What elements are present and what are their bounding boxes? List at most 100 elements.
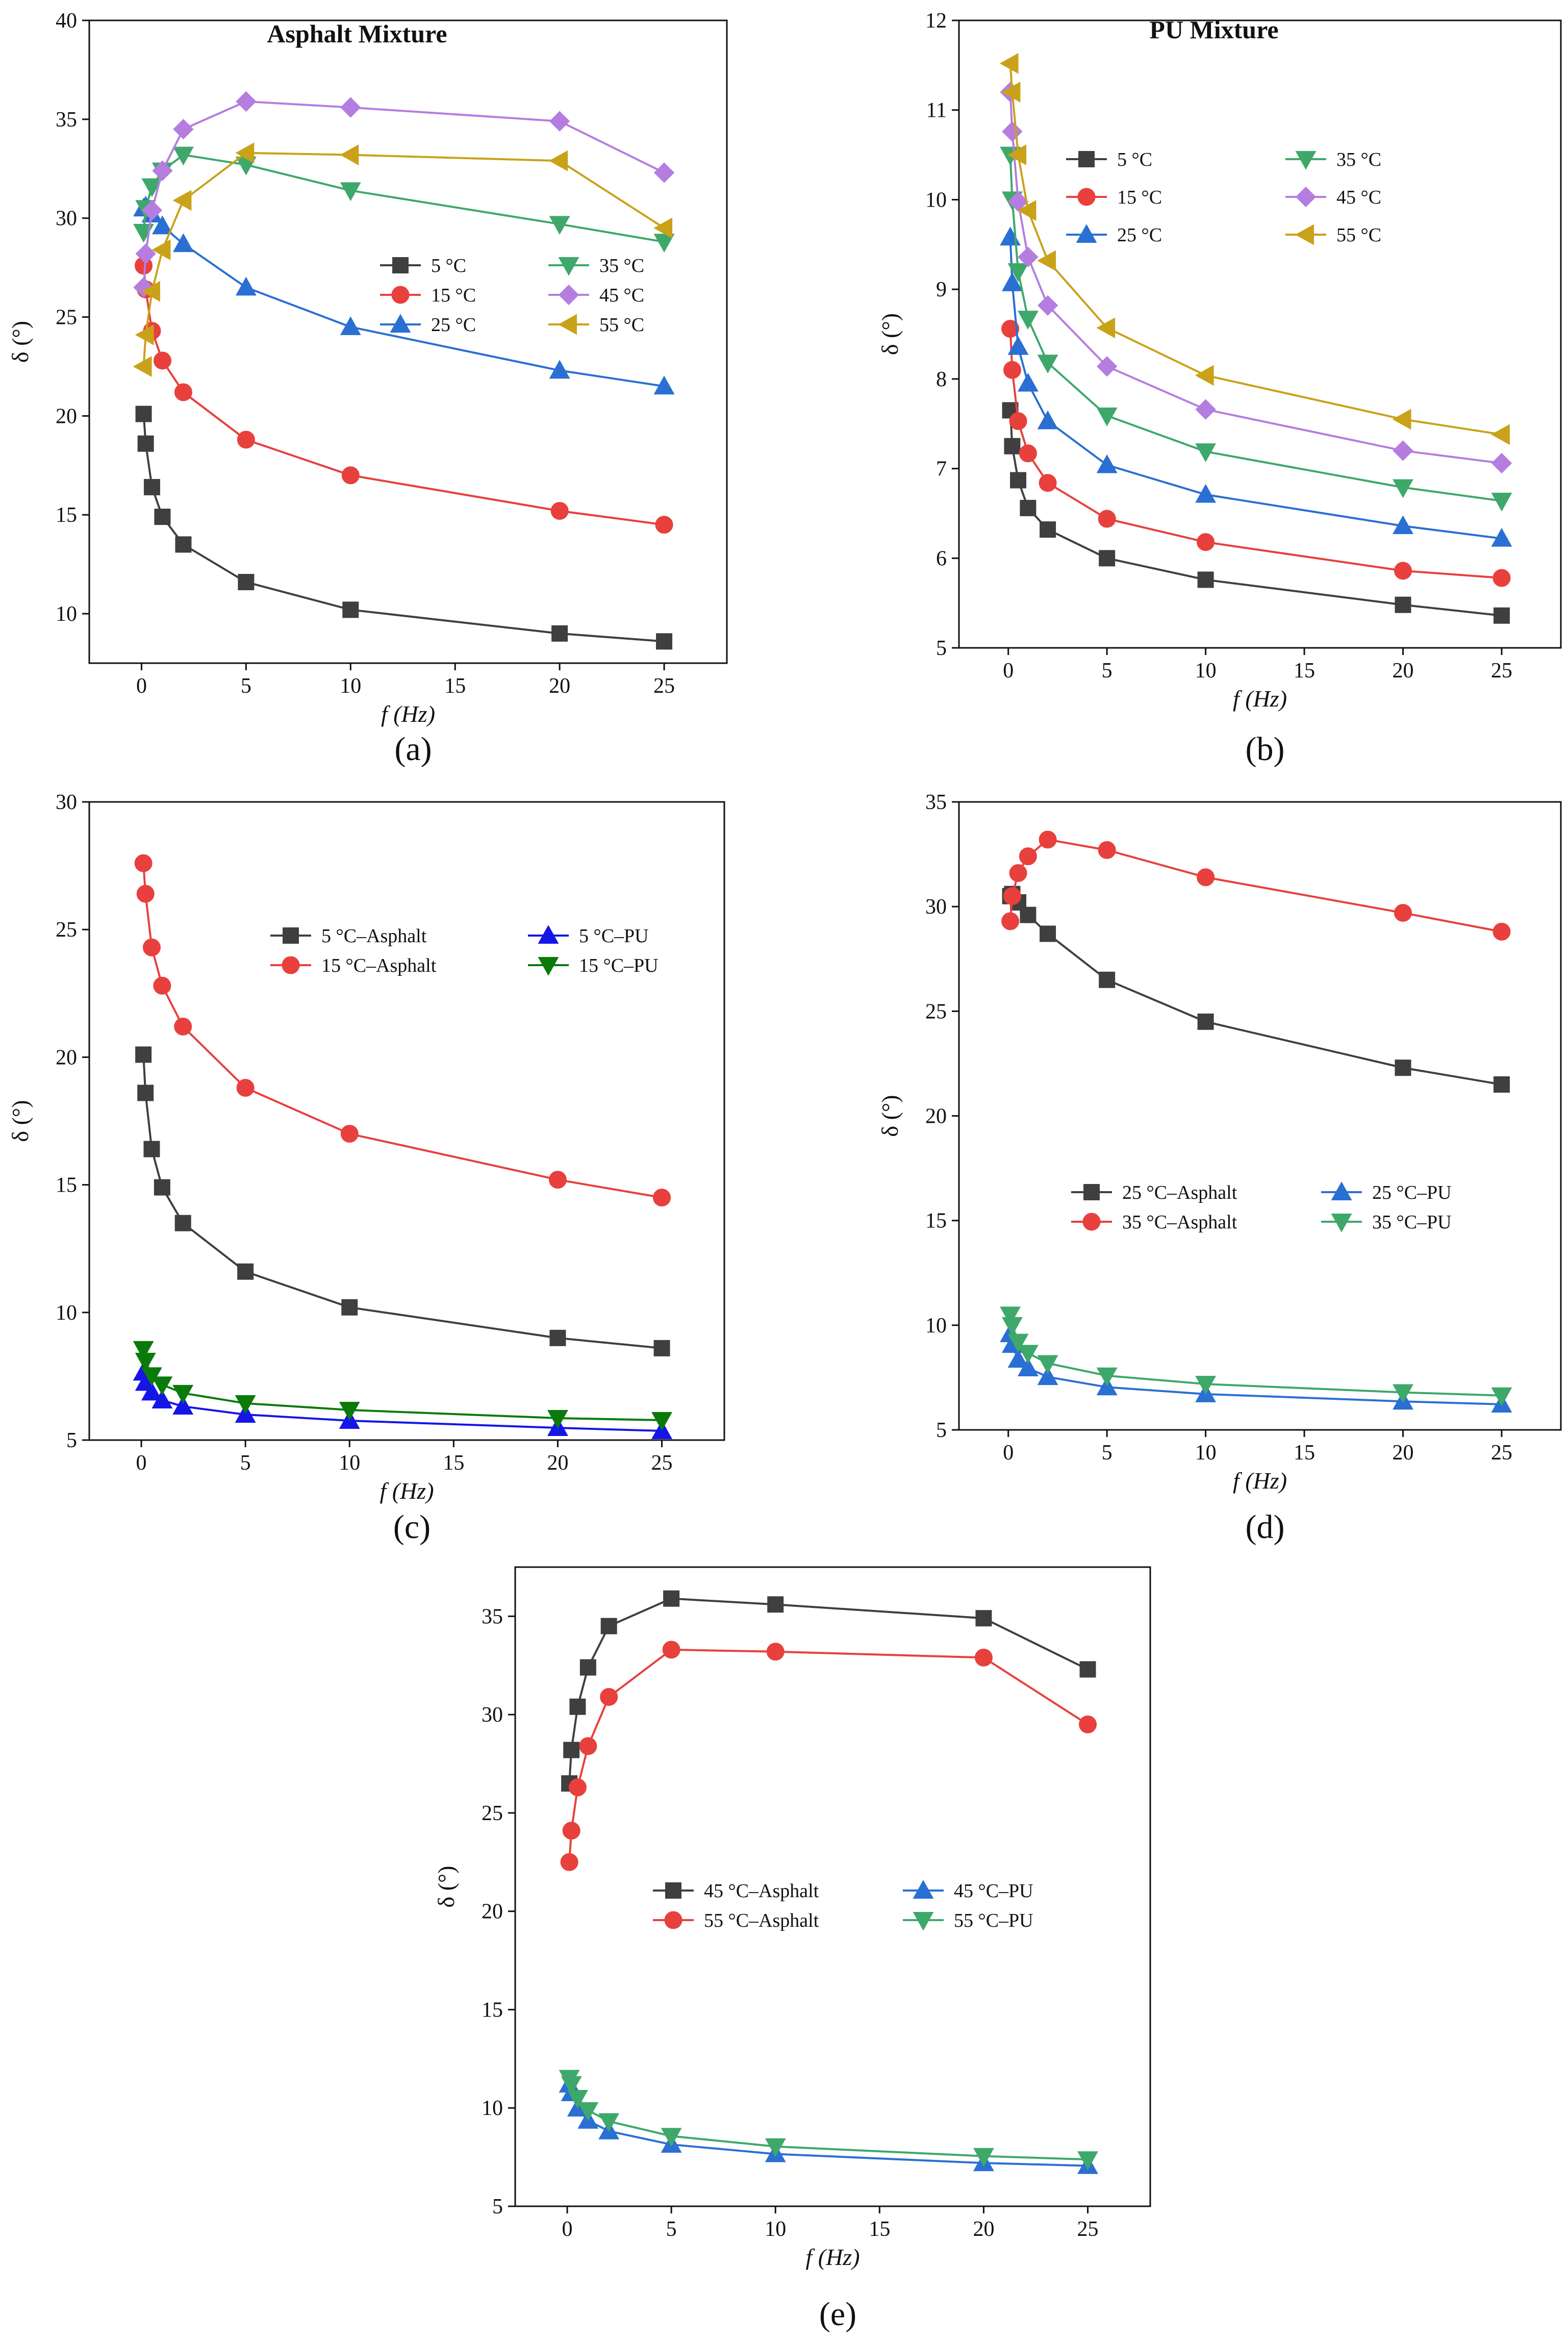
- series-35-c-pu: [1000, 1306, 1512, 1406]
- panel-caption: (b): [1246, 730, 1285, 768]
- y-tick-label: 5: [492, 2195, 503, 2219]
- x-tick-label: 5: [1102, 659, 1112, 683]
- data-point: [1096, 356, 1118, 377]
- data-point: [549, 150, 568, 171]
- data-point: [1393, 1384, 1413, 1403]
- data-point: [1020, 499, 1036, 516]
- series-line: [1009, 92, 1502, 465]
- chart-panel-a: 0 5 10 15 20 25 10 15 20 25 30 35 40 f (Hz) δ (°) Aspha…: [7, 9, 728, 768]
- legend-label: 35 °C–PU: [1372, 1212, 1452, 1233]
- data-point: [141, 178, 163, 197]
- data-point: [1037, 1355, 1058, 1374]
- data-point: [341, 1299, 358, 1316]
- y-tick-label: 20: [56, 405, 77, 428]
- data-point: [1007, 263, 1029, 282]
- legend-label: 35 °C: [1336, 149, 1381, 170]
- legend-marker: [664, 1911, 682, 1929]
- legend-label: 45 °C–PU: [954, 1880, 1033, 1902]
- y-tick-label: 20: [56, 1046, 77, 1069]
- y-axis-label: δ (°): [877, 313, 903, 355]
- legend-label: 45 °C: [599, 285, 644, 306]
- series-line: [568, 1648, 1089, 1862]
- data-point: [135, 1352, 156, 1372]
- y-tick-label: 25: [56, 306, 77, 330]
- data-point: [653, 234, 675, 253]
- y-tick-label: 35: [482, 1605, 503, 1628]
- y-tick-label: 5: [66, 1429, 77, 1452]
- data-point: [568, 1778, 587, 1797]
- y-axis-label: δ (°): [7, 1100, 33, 1142]
- x-tick-label: 15: [444, 674, 466, 698]
- y-tick-label: 15: [925, 1210, 947, 1233]
- x-axis-label: f (Hz): [381, 701, 435, 727]
- series-line: [142, 1349, 662, 1421]
- legend-marker: [538, 925, 559, 944]
- data-point: [1000, 226, 1021, 246]
- legend-item: 25 °C–PU: [1321, 1181, 1452, 1203]
- data-point: [1000, 1306, 1021, 1326]
- data-point: [1002, 121, 1023, 142]
- data-point: [548, 1171, 567, 1189]
- data-point: [973, 2148, 994, 2167]
- legend-item: 15 °C: [380, 285, 476, 306]
- x-tick-label: 20: [1392, 659, 1413, 683]
- y-tick-label: 7: [936, 458, 947, 481]
- data-point: [1079, 1715, 1097, 1733]
- legend-marker: [538, 957, 559, 976]
- y-tick-label: 25: [925, 1000, 947, 1023]
- data-point: [1096, 454, 1118, 473]
- x-tick-label: 5: [241, 674, 251, 698]
- legend-label: 45 °C: [1336, 187, 1381, 208]
- legend-item: 55 °C–PU: [903, 1910, 1033, 1931]
- legend-label: 35 °C: [599, 255, 644, 276]
- data-point: [560, 1853, 578, 1871]
- legend-label: 25 °C–Asphalt: [1122, 1182, 1237, 1203]
- x-tick-label: 25: [1491, 1441, 1512, 1465]
- x-tick-label: 5: [240, 1451, 251, 1475]
- data-point: [1493, 922, 1511, 941]
- legend-item: 5 °C–Asphalt: [270, 925, 427, 947]
- x-tick-label: 0: [136, 674, 147, 698]
- data-point: [1096, 407, 1118, 426]
- data-point: [153, 976, 171, 995]
- series-55-c-asphalt: [560, 1641, 1097, 1871]
- data-point: [154, 1179, 170, 1196]
- x-tick-label: 25: [653, 674, 675, 698]
- data-point: [1195, 484, 1217, 503]
- plot-frame: [958, 19, 1562, 649]
- data-point: [1017, 311, 1039, 330]
- legend-item: 5 °C: [380, 255, 466, 276]
- data-point: [172, 146, 194, 166]
- y-tick-label: 20: [482, 1900, 503, 1924]
- legend-label: 5 °C–PU: [579, 925, 649, 947]
- data-point: [1037, 295, 1058, 316]
- chart-panel-e: 0 5 10 15 20 25 5 10 15 20 25 30 35 f (Hz) δ (°) 45 °C–…: [433, 1566, 1151, 2333]
- data-point: [655, 516, 673, 534]
- legend-item: 35 °C–Asphalt: [1071, 1212, 1237, 1233]
- legend-marker: [1078, 151, 1095, 167]
- data-point: [237, 431, 255, 449]
- data-point: [151, 215, 173, 235]
- legend-item: 35 °C: [548, 255, 644, 276]
- data-point: [1003, 361, 1021, 379]
- series-line: [142, 863, 662, 1199]
- data-point: [136, 885, 155, 903]
- data-point: [567, 2089, 588, 2109]
- data-point: [1003, 887, 1021, 905]
- y-tick-label: 35: [56, 108, 77, 132]
- y-axis-label: δ (°): [877, 1095, 903, 1137]
- y-tick-label: 10: [56, 602, 77, 626]
- legend-label: 55 °C–PU: [954, 1910, 1033, 1931]
- legend-marker: [390, 314, 411, 333]
- data-point: [1491, 452, 1512, 474]
- y-tick-label: 12: [925, 9, 947, 33]
- data-point: [174, 1017, 192, 1036]
- data-point: [235, 276, 257, 296]
- panel-caption: (c): [393, 1508, 431, 1546]
- data-point: [766, 1643, 785, 1661]
- legend: 45 °C–Asphalt 55 °C–Asphalt 45 °C–PU 55 °C–…: [653, 1880, 1033, 1931]
- data-point: [598, 2113, 620, 2132]
- series-line: [142, 1372, 662, 1432]
- legend-label: 25 °C–PU: [1372, 1182, 1452, 1203]
- y-tick-label: 10: [925, 188, 947, 212]
